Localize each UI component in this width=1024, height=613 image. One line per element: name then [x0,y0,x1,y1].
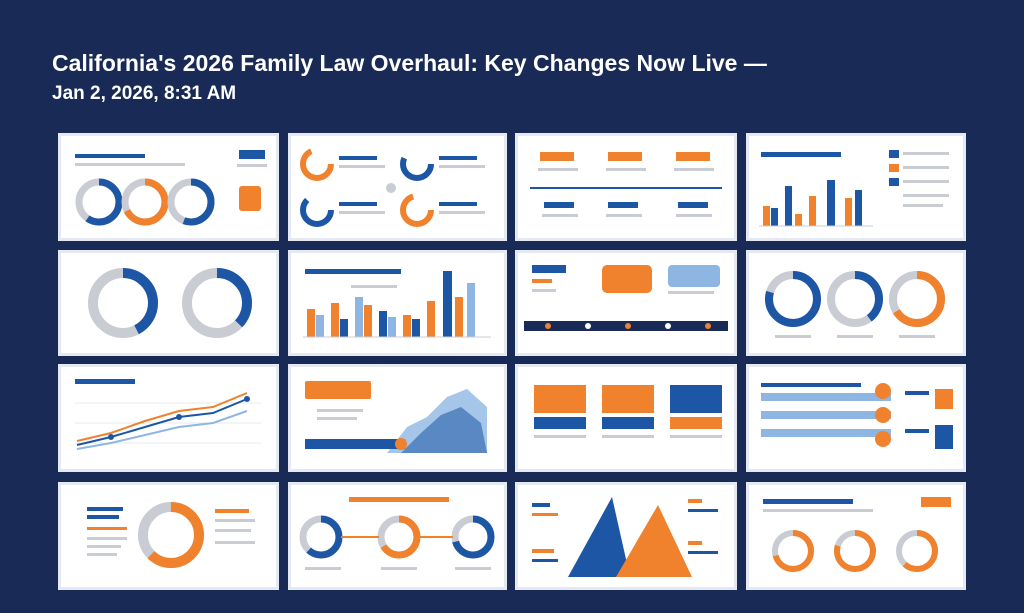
card-blocks-graphic [534,385,722,438]
page-title: California's 2026 Family Law Overhaul: K… [52,50,767,76]
thumbnail-card[interactable] [58,133,279,241]
donut-single-graphic [87,502,255,568]
thumbnail-card[interactable] [746,482,966,590]
thumbnail-card[interactable] [515,482,737,590]
thumbnail-card[interactable] [746,364,966,472]
timestamp: Jan 2, 2026, 8:31 AM [52,83,237,104]
thumbnail-card[interactable] [288,364,507,472]
thumbnail-card[interactable] [746,133,966,241]
thumbnail-card[interactable] [288,133,507,241]
donut-row-graphic [75,150,267,226]
donut-row-graphic [765,271,945,338]
thumbnail-card[interactable] [515,364,737,472]
donut-row-graphic [299,497,495,570]
area-chart-graphic [305,381,487,453]
thumbnail-card[interactable] [58,250,279,356]
thumbnail-card[interactable] [515,250,737,356]
timeline-graphic [530,152,722,217]
donut-pair-graphic [88,268,252,338]
thumbnail-card[interactable] [58,482,279,590]
line-chart-graphic [75,379,261,450]
thumbnail-card[interactable] [58,364,279,472]
triangles-graphic [532,497,718,577]
timeline-graphic [524,265,728,331]
donut-row-graphic [763,497,951,572]
bar-chart-graphic [303,269,491,338]
thumbnail-card[interactable] [288,482,507,590]
thumbnail-card[interactable] [288,250,507,356]
progress-bars-graphic [761,383,953,449]
icon-grid-graphic [300,147,485,227]
thumbnail-card[interactable] [746,250,966,356]
thumbnail-card[interactable] [515,133,737,241]
bar-chart-graphic [759,150,949,227]
